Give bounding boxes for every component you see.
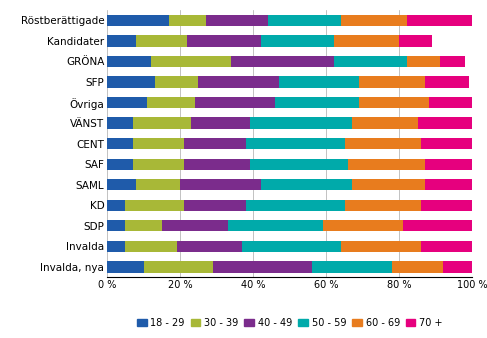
- Bar: [144, 261, 213, 272]
- Bar: [136, 35, 187, 47]
- Bar: [249, 159, 348, 170]
- Bar: [425, 159, 472, 170]
- Bar: [184, 159, 250, 170]
- Bar: [322, 220, 403, 232]
- Bar: [187, 35, 261, 47]
- Bar: [147, 97, 195, 108]
- Bar: [261, 179, 352, 190]
- Bar: [421, 241, 472, 252]
- Bar: [132, 159, 184, 170]
- Bar: [136, 179, 180, 190]
- Bar: [228, 220, 323, 232]
- Bar: [312, 261, 392, 272]
- Bar: [184, 200, 246, 211]
- Bar: [199, 76, 279, 88]
- Bar: [132, 118, 191, 129]
- Bar: [206, 15, 268, 26]
- Bar: [249, 118, 352, 129]
- Bar: [439, 56, 465, 67]
- Bar: [176, 241, 243, 252]
- Bar: [348, 159, 425, 170]
- Bar: [407, 56, 439, 67]
- Bar: [334, 35, 399, 47]
- Bar: [399, 35, 432, 47]
- Bar: [425, 76, 468, 88]
- Bar: [107, 159, 132, 170]
- Bar: [213, 261, 312, 272]
- Bar: [261, 35, 334, 47]
- Bar: [107, 138, 132, 149]
- Bar: [345, 200, 421, 211]
- Bar: [132, 138, 184, 149]
- Bar: [107, 15, 169, 26]
- Bar: [403, 220, 472, 232]
- Bar: [334, 56, 407, 67]
- Bar: [107, 200, 126, 211]
- Bar: [107, 241, 126, 252]
- Bar: [155, 76, 199, 88]
- Bar: [421, 200, 472, 211]
- Bar: [341, 241, 421, 252]
- Bar: [107, 220, 126, 232]
- Bar: [392, 261, 443, 272]
- Bar: [126, 200, 184, 211]
- Bar: [268, 15, 341, 26]
- Bar: [443, 261, 472, 272]
- Bar: [359, 97, 429, 108]
- Bar: [352, 118, 418, 129]
- Bar: [231, 56, 334, 67]
- Bar: [242, 241, 341, 252]
- Bar: [425, 179, 472, 190]
- Legend: 18 - 29, 30 - 39, 40 - 49, 50 - 59, 60 - 69, 70 +: 18 - 29, 30 - 39, 40 - 49, 50 - 59, 60 -…: [133, 314, 447, 332]
- Bar: [107, 118, 132, 129]
- Bar: [107, 56, 151, 67]
- Bar: [126, 241, 176, 252]
- Bar: [429, 97, 472, 108]
- Bar: [169, 15, 206, 26]
- Bar: [151, 56, 231, 67]
- Bar: [184, 138, 246, 149]
- Bar: [421, 138, 472, 149]
- Bar: [417, 118, 472, 129]
- Bar: [352, 179, 425, 190]
- Bar: [275, 97, 359, 108]
- Bar: [191, 118, 249, 129]
- Bar: [341, 15, 407, 26]
- Bar: [195, 97, 275, 108]
- Bar: [107, 76, 155, 88]
- Bar: [246, 138, 345, 149]
- Bar: [359, 76, 425, 88]
- Bar: [180, 179, 261, 190]
- Bar: [107, 97, 147, 108]
- Bar: [126, 220, 162, 232]
- Bar: [279, 76, 359, 88]
- Bar: [107, 261, 144, 272]
- Bar: [345, 138, 421, 149]
- Bar: [107, 179, 136, 190]
- Bar: [246, 200, 345, 211]
- Bar: [407, 15, 472, 26]
- Bar: [107, 35, 136, 47]
- Bar: [162, 220, 228, 232]
